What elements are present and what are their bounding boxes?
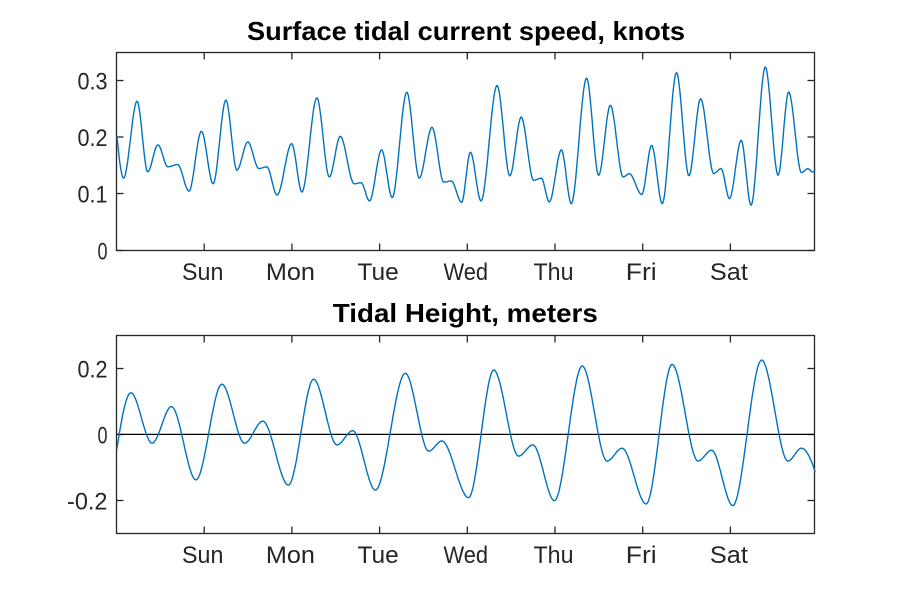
svg-text:Tue: Tue	[357, 542, 398, 569]
svg-text:0: 0	[98, 238, 108, 265]
svg-text:0.1: 0.1	[78, 182, 108, 209]
svg-text:0: 0	[98, 422, 108, 449]
svg-text:Sat: Sat	[710, 542, 748, 569]
svg-text:0.2: 0.2	[78, 125, 108, 152]
svg-text:Wed: Wed	[444, 259, 489, 286]
svg-text:Tidal Height, meters: Tidal Height, meters	[333, 298, 598, 328]
svg-text:Tue: Tue	[357, 259, 398, 286]
svg-text:Sun: Sun	[182, 542, 223, 569]
svg-text:Sat: Sat	[710, 259, 748, 286]
svg-text:Fri: Fri	[626, 542, 657, 569]
svg-text:-0.2: -0.2	[67, 488, 108, 515]
svg-text:Mon: Mon	[266, 259, 315, 286]
svg-text:Fri: Fri	[626, 259, 657, 286]
svg-text:Wed: Wed	[444, 542, 489, 569]
svg-text:Thu: Thu	[534, 542, 574, 569]
svg-text:0.3: 0.3	[78, 68, 108, 95]
svg-text:Surface tidal current speed, k: Surface tidal current speed, knots	[247, 16, 685, 46]
svg-text:0.2: 0.2	[78, 356, 108, 383]
svg-text:Thu: Thu	[534, 259, 574, 286]
svg-text:Sun: Sun	[182, 259, 223, 286]
svg-text:Mon: Mon	[266, 542, 315, 569]
